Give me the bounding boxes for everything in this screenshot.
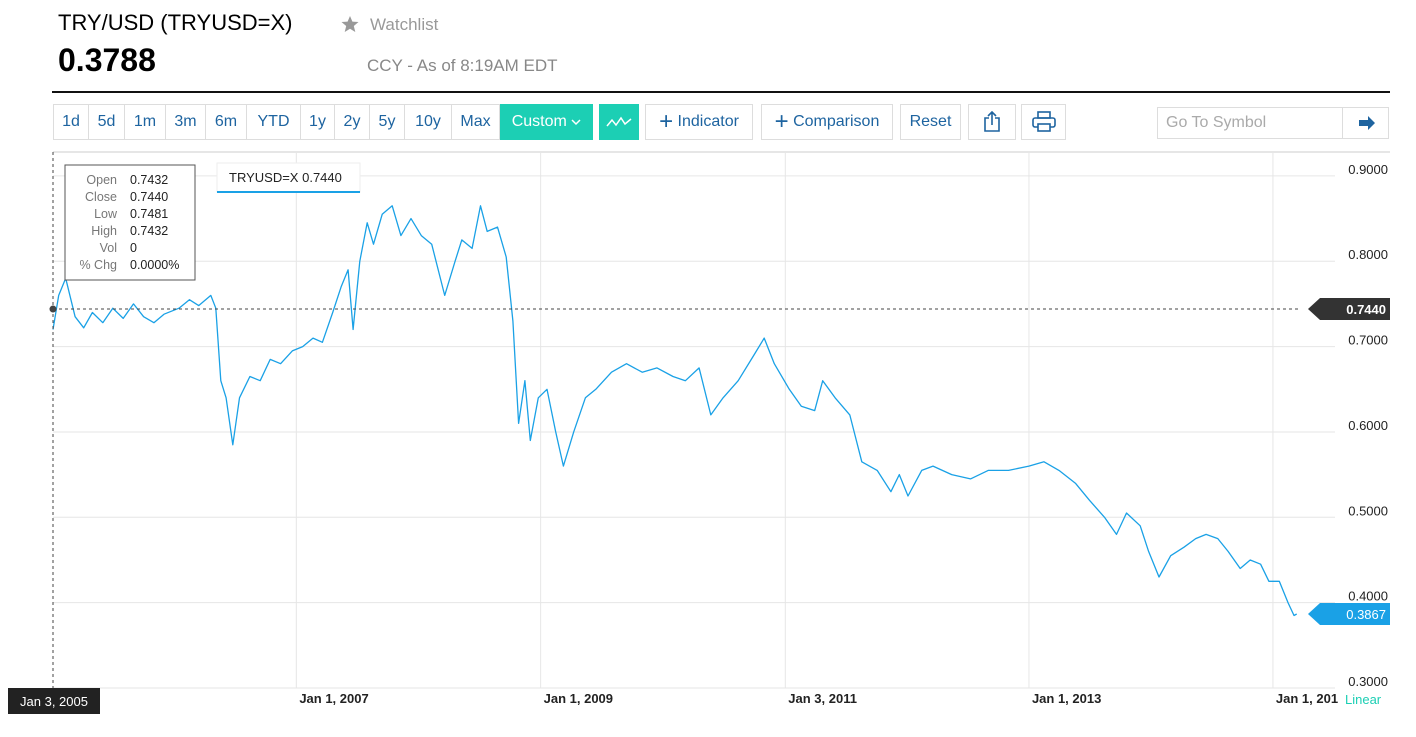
range-button[interactable]: 5d (89, 104, 125, 140)
scale-label: Linear (1345, 692, 1382, 707)
crosshair-date-label: Jan 3, 2005 (20, 694, 88, 709)
crosshair-value-box (1308, 298, 1390, 321)
y-tick-label: 0.5000 (1348, 503, 1388, 518)
range-button[interactable]: 3m (166, 104, 206, 140)
y-tick-label: 0.8000 (1348, 247, 1388, 262)
print-icon (1031, 111, 1056, 132)
custom-range-button[interactable]: Custom (500, 104, 593, 140)
tooltip-label: % Chg (79, 258, 117, 272)
comparison-label: Comparison (793, 113, 880, 130)
tooltip-value: 0.7432 (130, 224, 168, 238)
tooltip-value: 0.7481 (130, 207, 168, 221)
last-value-box (1308, 603, 1390, 626)
crosshair-dot (49, 305, 57, 313)
tooltip-label: Vol (100, 241, 117, 255)
custom-label: Custom (511, 113, 567, 130)
range-button[interactable]: 2y (335, 104, 370, 140)
indicator-button[interactable]: + Indicator (645, 104, 753, 140)
x-tick-label: Jan 3, 2011 (788, 691, 857, 706)
watchlist-link[interactable]: Watchlist (370, 15, 439, 34)
tooltip-value: 0.7432 (130, 173, 168, 187)
share-icon (984, 110, 1000, 132)
y-tick-label: 0.3000 (1348, 674, 1388, 689)
tooltip-value: 0.7440 (130, 190, 168, 204)
tooltip-label: High (91, 224, 117, 238)
tooltip-label: Open (86, 173, 117, 187)
chart: Jan 1, 2007 Jan 1, 2009 Jan 3, 2011 Jan 1, … (8, 151, 1390, 714)
go-button[interactable] (1342, 107, 1389, 139)
y-tick-label: 0.7000 (1348, 333, 1388, 348)
price: 0.3788 (58, 42, 156, 78)
range-button[interactable]: 1m (125, 104, 166, 140)
tooltip-value: 0 (130, 241, 137, 255)
line-icon (606, 116, 632, 127)
tooltip-value: 0.0000% (130, 258, 179, 272)
x-tick-label: Jan 1, 2007 (299, 691, 368, 706)
tooltip-label: Low (94, 207, 118, 221)
tooltip-label: Close (85, 190, 117, 204)
reset-button[interactable]: Reset (900, 104, 961, 140)
symbol-input[interactable]: Go To Symbol (1157, 107, 1343, 139)
price-line (52, 205, 1298, 617)
comparison-button[interactable]: + Comparison (761, 104, 893, 140)
last-value-label: 0.3867 (1346, 607, 1386, 622)
range-button[interactable]: 5y (370, 104, 405, 140)
range-button[interactable]: Max (452, 104, 500, 140)
tooltip-box (64, 164, 196, 281)
legend-value: 0.7440 (302, 170, 342, 185)
crosshair-date-box (8, 688, 100, 714)
header-rule (52, 91, 1390, 93)
quote-status: CCY - As of 8:19AM EDT (367, 56, 558, 75)
x-tick-label: Jan 1, 201 (1276, 691, 1338, 706)
range-button[interactable]: YTD (247, 104, 301, 140)
legend-entry: TRYUSD=X 0.7440 (229, 170, 342, 185)
ohlc-tooltip: Open 0.7432 Close 0.7440 Low 0.7481 High 0.7432… (64, 164, 196, 281)
range-button[interactable]: 10y (405, 104, 452, 140)
star-icon[interactable] (341, 15, 359, 33)
y-tick-label: 0.6000 (1348, 418, 1388, 433)
x-tick-label: Jan 1, 2013 (1032, 691, 1101, 706)
indicator-label: Indicator (677, 113, 739, 130)
y-tick-label: 0.4000 (1348, 589, 1388, 604)
legend-box (216, 162, 361, 193)
range-button[interactable]: 1y (301, 104, 335, 140)
print-button[interactable] (1021, 104, 1066, 140)
crosshair-value-label: 0.7440 (1346, 302, 1386, 317)
range-button[interactable]: 1d (53, 104, 89, 140)
legend-series-name: TRYUSD=X (229, 170, 299, 185)
symbol-title: TRY/USD (TRYUSD=X) (58, 10, 293, 35)
chart-type-button[interactable] (599, 104, 639, 140)
share-button[interactable] (968, 104, 1016, 140)
x-tick-label: Jan 1, 2009 (544, 691, 613, 706)
chevron (571, 119, 581, 126)
arrow-icon (1359, 116, 1375, 130)
y-tick-label: 0.9000 (1348, 162, 1388, 177)
range-button[interactable]: 6m (206, 104, 247, 140)
legend: TRYUSD=X 0.7440 (216, 162, 361, 193)
